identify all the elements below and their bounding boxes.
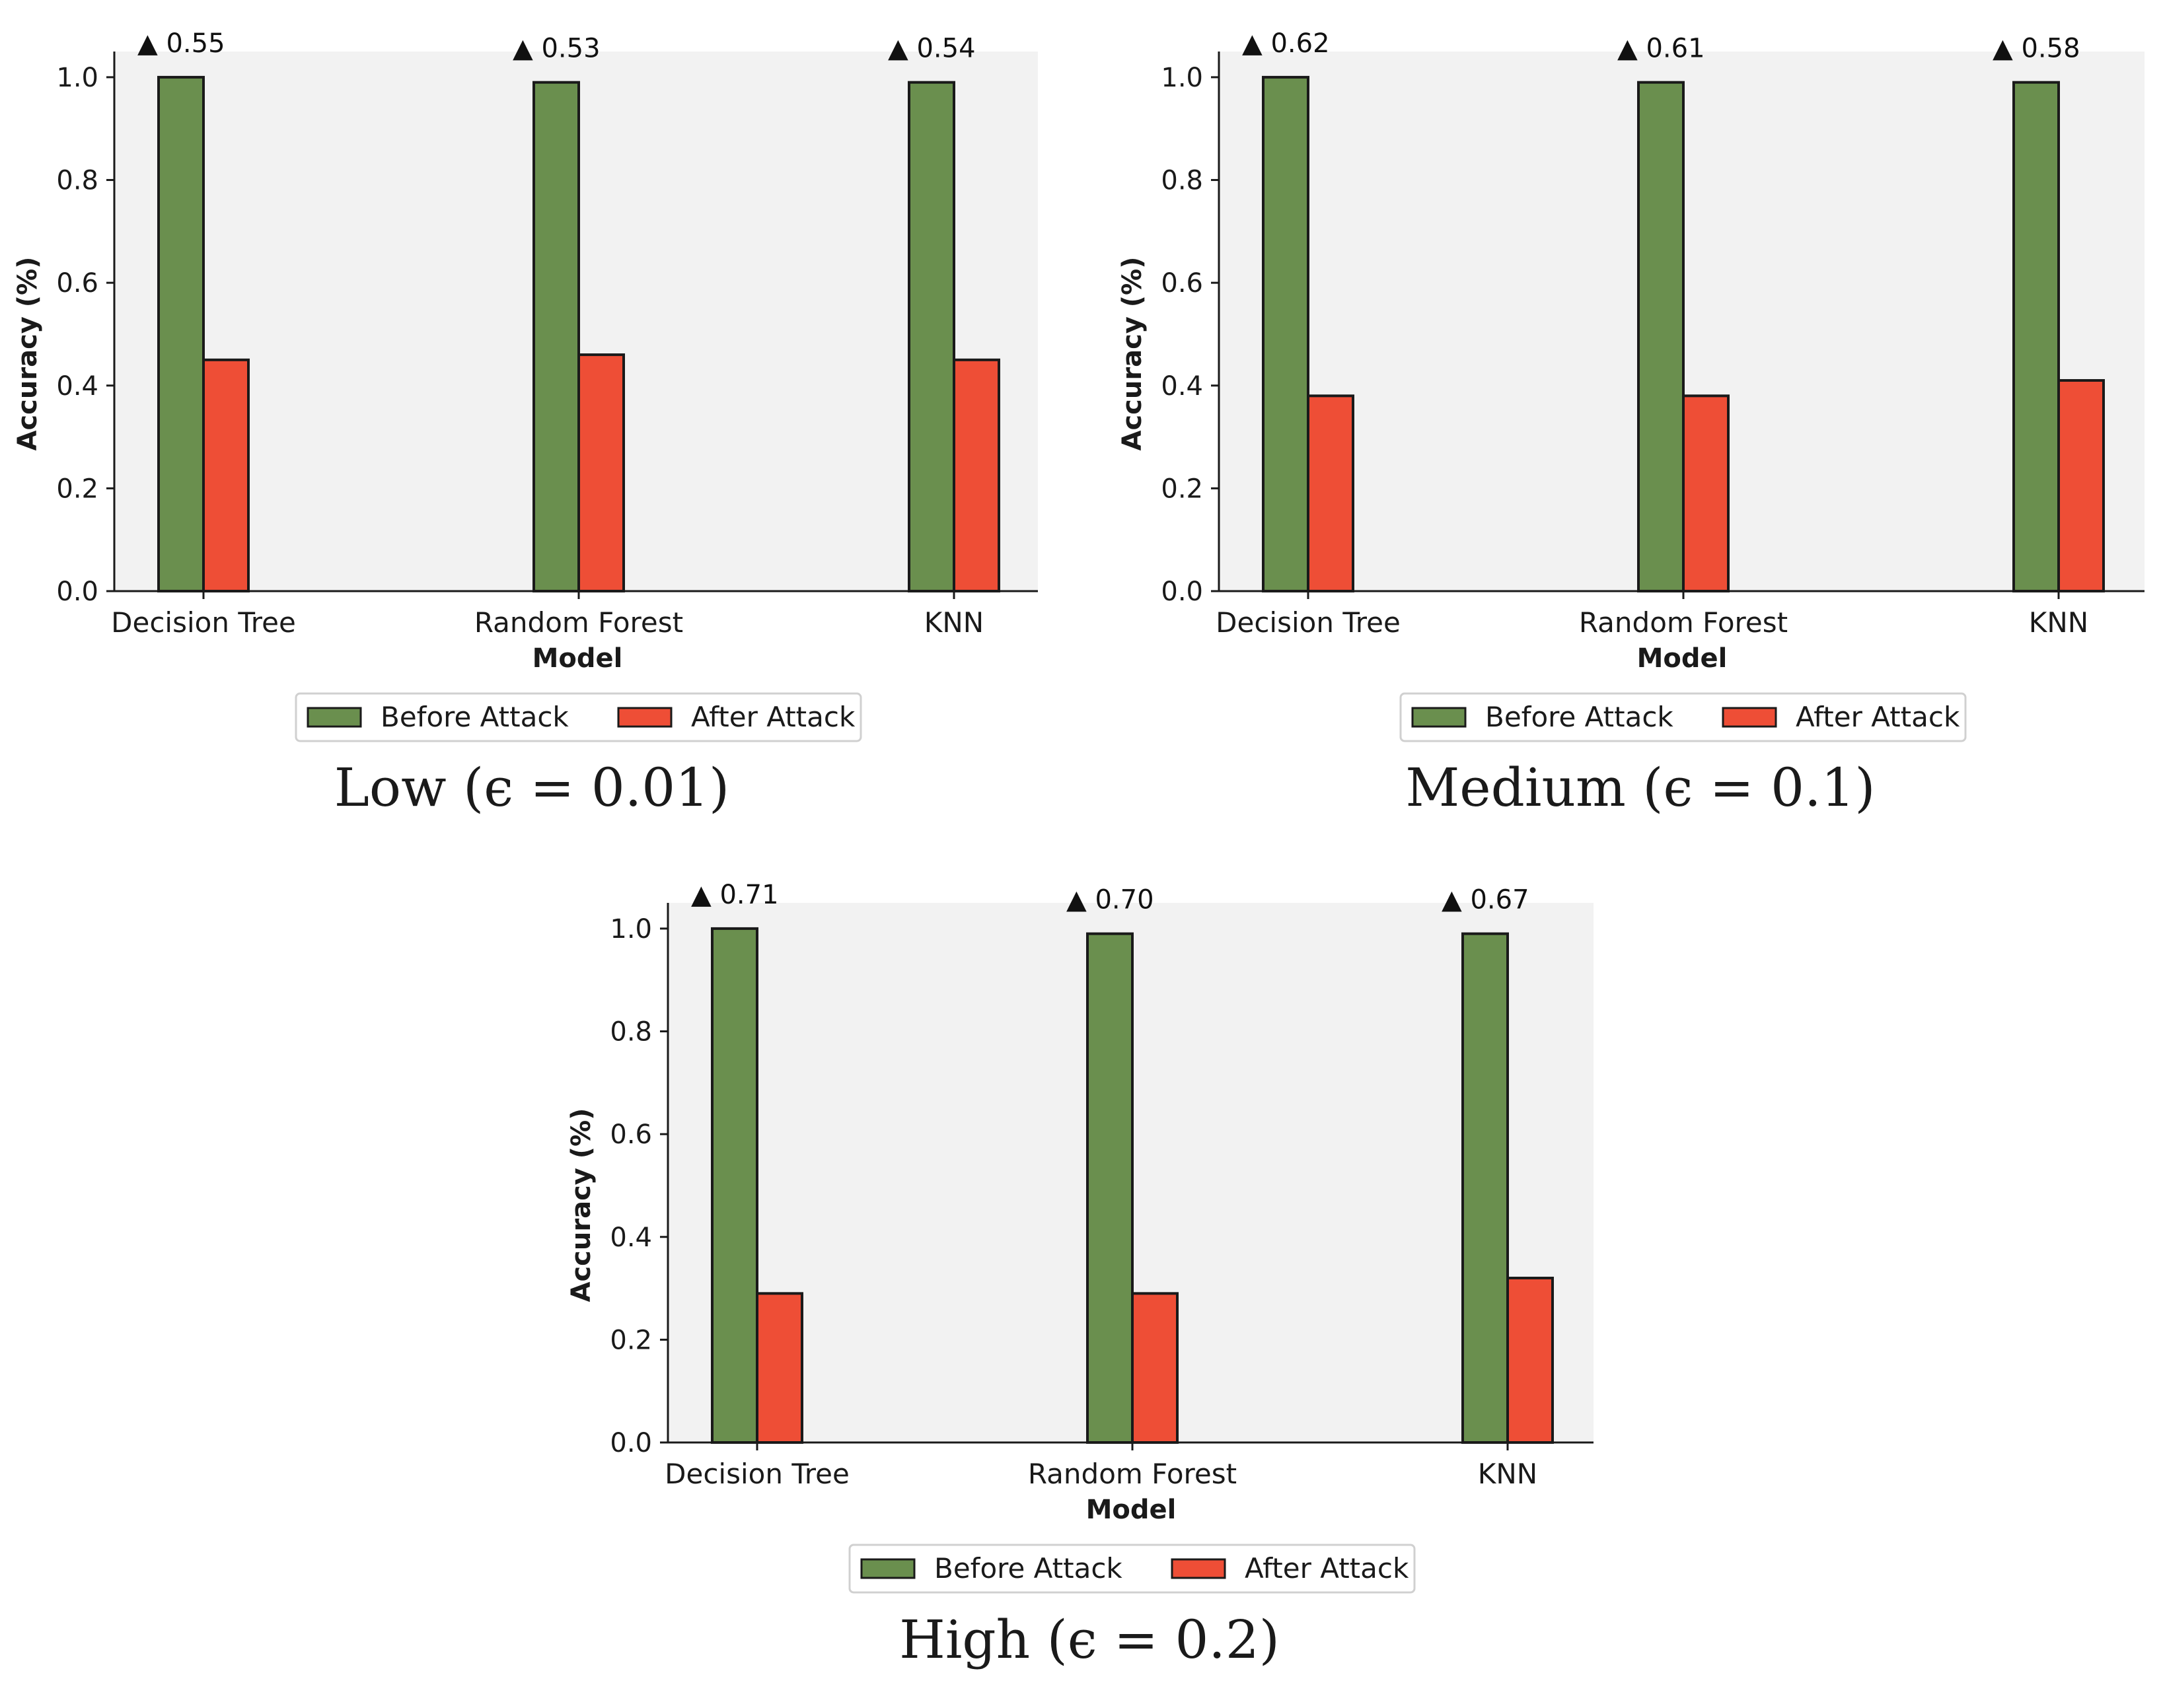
x-tick-label: Random Forest <box>1579 606 1788 639</box>
legend-frame <box>1399 692 1967 742</box>
data-label-1: ▲ 0.53 <box>513 34 601 64</box>
bar-after-0 <box>202 358 250 592</box>
legend-label-after: After Attack <box>1796 701 1960 733</box>
data-label-1: ▲ 0.61 <box>1617 34 1705 64</box>
bar-before-1 <box>532 81 580 592</box>
bar-after-2 <box>953 358 1000 592</box>
x-tick-label: Decision Tree <box>665 1458 850 1490</box>
y-tick-label: 0.4 <box>1161 371 1203 402</box>
legend-label-before: Before Attack <box>1485 701 1673 733</box>
y-axis-title: Accuracy (%) <box>13 257 43 451</box>
bar-before-2 <box>2012 81 2060 592</box>
y-tick-label: 0.0 <box>56 577 98 607</box>
bar-before-1 <box>1637 81 1685 592</box>
y-tick-label: 0.0 <box>1161 577 1203 607</box>
data-label-0: ▲ 0.62 <box>1242 28 1330 59</box>
legend-label-before: Before Attack <box>381 701 569 733</box>
y-tick-label: 1.0 <box>56 63 98 93</box>
legend-swatch-before <box>307 707 362 728</box>
data-label-2: ▲ 0.58 <box>1993 34 2080 64</box>
legend-swatch-after <box>1171 1558 1226 1579</box>
bar-before-0 <box>1262 75 1309 592</box>
x-tick-label: KNN <box>2029 606 2088 639</box>
data-label-1: ▲ 0.70 <box>1066 885 1154 915</box>
x-axis-title: Model <box>532 643 623 674</box>
legend-frame <box>295 692 862 742</box>
bar-after-1 <box>1682 394 1730 592</box>
y-tick-label: 0.2 <box>610 1325 652 1355</box>
y-tick-label: 0.4 <box>56 371 98 402</box>
y-tick-label: 0.0 <box>610 1428 652 1458</box>
y-tick-label: 0.6 <box>56 268 98 299</box>
legend-label-before: Before Attack <box>934 1552 1122 1584</box>
x-tick-label: Decision Tree <box>1216 606 1401 639</box>
x-axis-title: Model <box>1086 1495 1177 1525</box>
chart-caption: Medium (ϵ = 0.1) <box>1405 757 1875 818</box>
y-tick-label: 0.6 <box>610 1120 652 1150</box>
y-tick-label: 0.6 <box>1161 268 1203 299</box>
y-tick-label: 1.0 <box>1161 63 1203 93</box>
data-label-0: ▲ 0.55 <box>137 28 225 59</box>
data-label-0: ▲ 0.71 <box>691 880 779 910</box>
y-axis-title: Accuracy (%) <box>1117 257 1148 451</box>
chart-caption: Low (ϵ = 0.01) <box>334 757 729 818</box>
data-label-2: ▲ 0.67 <box>1442 885 1529 915</box>
y-tick-label: 0.2 <box>56 474 98 504</box>
legend-swatch-before <box>1411 707 1467 728</box>
bar-before-0 <box>157 75 205 592</box>
legend-frame <box>848 1544 1416 1594</box>
x-tick-label: KNN <box>1478 1458 1537 1490</box>
data-label-2: ▲ 0.54 <box>888 34 976 64</box>
y-tick-label: 0.8 <box>1161 166 1203 196</box>
legend: Before Attack After Attack <box>848 1544 1416 1594</box>
y-axis-title: Accuracy (%) <box>566 1108 597 1302</box>
chart-2: ▲ 0.71 ▲ 0.70 ▲ 0.67 0.0 0.2 0.4 0.6 0.8 1.0 Deci… <box>566 880 1594 1670</box>
legend-swatch-after <box>617 707 673 728</box>
chart-0: ▲ 0.55 ▲ 0.53 ▲ 0.54 0.0 0.2 0.4 0.6 0.8 1.0 Deci… <box>13 28 1038 818</box>
bar-before-1 <box>1086 932 1134 1444</box>
bar-before-2 <box>1461 932 1509 1444</box>
bar-after-2 <box>1506 1277 1554 1444</box>
bar-before-0 <box>711 927 758 1444</box>
legend-swatch-after <box>1722 707 1777 728</box>
bar-before-2 <box>908 81 955 592</box>
bar-after-1 <box>577 353 625 592</box>
bar-after-2 <box>2057 378 2105 592</box>
y-tick-label: 0.2 <box>1161 474 1203 504</box>
legend-label-after: After Attack <box>1245 1552 1409 1584</box>
y-tick-label: 0.8 <box>610 1017 652 1048</box>
x-axis-title: Model <box>1637 643 1728 674</box>
bar-after-0 <box>1307 394 1354 592</box>
bar-after-0 <box>756 1292 803 1444</box>
legend-swatch-before <box>860 1558 916 1579</box>
x-tick-label: Decision Tree <box>111 606 296 639</box>
chart-caption: High (ϵ = 0.2) <box>899 1609 1280 1670</box>
x-tick-label: Random Forest <box>1028 1458 1237 1490</box>
y-tick-label: 0.8 <box>56 166 98 196</box>
y-tick-label: 1.0 <box>610 914 652 944</box>
legend-label-after: After Attack <box>691 701 856 733</box>
legend: Before Attack After Attack <box>1399 692 1967 742</box>
chart-1: ▲ 0.62 ▲ 0.61 ▲ 0.58 0.0 0.2 0.4 0.6 0.8 1.0 Deci… <box>1117 28 2145 818</box>
legend: Before Attack After Attack <box>295 692 862 742</box>
bar-after-1 <box>1131 1292 1179 1444</box>
x-tick-label: KNN <box>924 606 984 639</box>
y-tick-label: 0.4 <box>610 1223 652 1253</box>
x-tick-label: Random Forest <box>474 606 683 639</box>
